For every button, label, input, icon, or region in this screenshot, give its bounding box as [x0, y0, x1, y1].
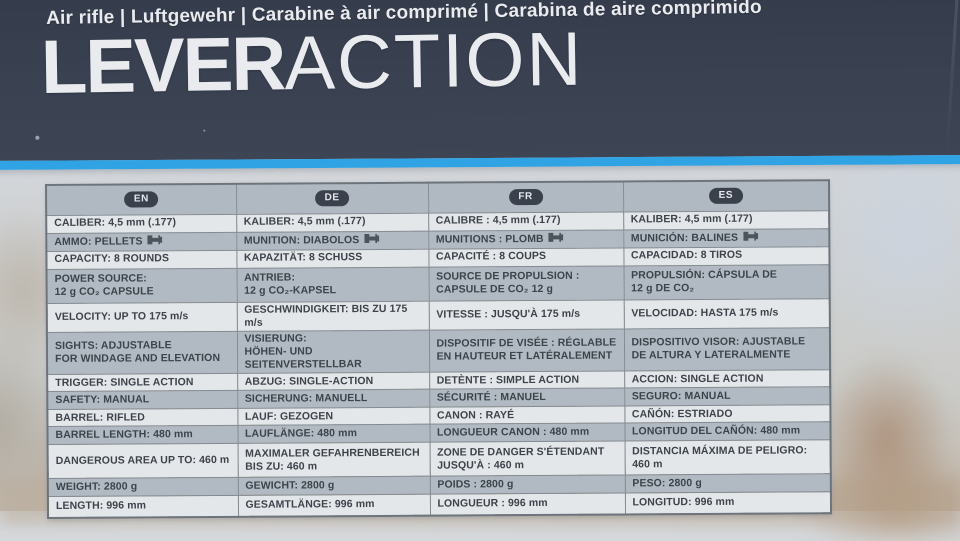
spec-cell: SAFETY: MANUAL: [47, 390, 238, 410]
table-row-ammo: AMMO: PELLETS MUNITION: DIABOLOS MUNITIO…: [46, 228, 830, 251]
spec-cell: DISPOSITIF DE VISÉE : RÉGLABLE EN HAUTEU…: [428, 328, 625, 373]
spec-cell: CALIBRE : 4,5 mm (.177): [428, 211, 624, 231]
spec-cell: DANGEROUS AREA UP TO: 460 m: [47, 443, 238, 479]
language-badge-fr: FR: [508, 189, 543, 206]
spec-cell: PROPULSIÓN: CÁPSULA DE 12 g DE CO₂: [623, 264, 830, 300]
spec-cell: WEIGHT: 2800 g: [47, 477, 238, 497]
language-badge-es: ES: [708, 187, 743, 205]
spec-cell: LONGUEUR : 996 mm: [429, 493, 626, 516]
spec-cell: MUNITIONS : PLOMB: [428, 229, 624, 249]
language-header-de: DE: [236, 182, 429, 214]
product-name-light: ACTION: [283, 16, 585, 107]
spec-cell: PESO: 2800 g: [624, 473, 831, 494]
spec-cell: VELOCIDAD: HASTA 175 m/s: [623, 298, 830, 329]
language-header-fr: FR: [427, 181, 624, 213]
language-header-es: ES: [622, 180, 830, 212]
table-row-length: LENGTH: 996 mm GESAMTLÄNGE: 996 mm LONGU…: [47, 491, 832, 518]
spec-cell: VISIERUNG: HÖHEN- UND SEITENVERSTELLBAR: [236, 329, 430, 374]
spec-cell: VELOCITY: UP TO 175 m/s: [46, 301, 237, 333]
spec-cell: LAUF: GEZOGEN: [237, 407, 430, 426]
spec-cell: SIGHTS: ADJUSTABLE FOR WINDAGE AND ELEVA…: [46, 331, 238, 375]
spec-cell: SÉCURITÉ : MANUEL: [429, 388, 625, 408]
spec-cell: SICHERUNG: MANUELL: [237, 389, 430, 409]
pellet-icon: [743, 231, 758, 241]
spec-cell: CANON : RAYÉ: [429, 406, 625, 425]
pellet-icon: [548, 232, 564, 242]
table-row-dangerous-area: DANGEROUS AREA UP TO: 460 m MAXIMALER GE…: [47, 439, 831, 479]
spec-cell: LONGITUD DEL CAÑÓN: 480 mm: [624, 421, 831, 442]
spec-cell: LENGTH: 996 mm: [47, 495, 239, 518]
headline-block: Air rifle | Luftgewehr | Carabine à air …: [40, 0, 927, 110]
spec-cell: CAPACIDAD: 8 TIROS: [623, 246, 830, 266]
spec-cell: ABZUG: SINGLE-ACTION: [237, 372, 430, 391]
spec-cell: CAPACITÉ : 8 COUPS: [428, 247, 624, 267]
spec-cell: DISTANCIA MÁXIMA DE PELIGRO: 460 m: [624, 439, 831, 476]
spec-cell: GESCHWINDIGKEIT: BIS ZU 175 m/s: [236, 300, 429, 332]
spec-cell: BARREL LENGTH: 480 mm: [47, 425, 238, 445]
table-row-velocity: VELOCITY: UP TO 175 m/s GESCHWINDIGKEIT:…: [46, 298, 830, 333]
spec-cell: KALIBER: 4,5 mm (.177): [236, 212, 429, 232]
spec-cell: DISPOSITIVO VISOR: AJUSTABLE DE ALTURA Y…: [623, 327, 831, 372]
spec-cell: LONGUEUR CANON : 480 mm: [429, 423, 625, 443]
pellet-icon: [364, 233, 380, 243]
spec-cell: CALIBER: 4,5 mm (.177): [46, 213, 237, 233]
spec-cell: SOURCE DE PROPULSION : CAPSULE DE CO₂ 12…: [428, 265, 624, 301]
language-header-en: EN: [46, 183, 237, 215]
spec-cell: LAUFLÄNGE: 480 mm: [237, 424, 430, 444]
table-row-power-source: POWER SOURCE: 12 g CO₂ CAPSULE ANTRIEB: …: [46, 264, 830, 303]
spec-cell: MUNICIÓN: BALINES: [623, 228, 830, 248]
spec-cell: ZONE DE DANGER S'ÉTENDANT JUSQU'À : 460 …: [429, 441, 625, 477]
product-name: LEVERACTION: [40, 16, 927, 111]
spec-cell: ACCION: SINGLE ACTION: [624, 369, 831, 389]
spec-cell: DETÈNTE : SIMPLE ACTION: [429, 371, 625, 390]
spec-cell: CAPACITY: 8 ROUNDS: [46, 249, 237, 269]
spec-cell: KALIBER: 4,5 mm (.177): [623, 210, 830, 230]
spec-table-wrap: EN DE FR ES CALIBER: 4,5 mm (.177) KALIB…: [45, 179, 833, 519]
spec-cell: KAPAZITÄT: 8 SCHUSS: [236, 248, 429, 268]
spec-cell: GESAMTLÄNGE: 996 mm: [237, 494, 431, 517]
spec-cell: VITESSE : JUSQU'À 175 m/s: [428, 299, 624, 330]
spec-cell: POIDS : 2800 g: [429, 475, 625, 495]
spec-cell: CAÑÓN: ESTRIADO: [624, 404, 831, 424]
spec-cell: TRIGGER: SINGLE ACTION: [47, 373, 238, 392]
spec-cell: GEWICHT: 2800 g: [237, 476, 430, 496]
language-header-row: EN DE FR ES: [46, 180, 830, 215]
panel-edge-glint: [945, 0, 960, 156]
spec-cell: MAXIMALER GEFAHRENBEREICH BIS ZU: 460 m: [237, 442, 430, 478]
spec-cell: ANTRIEB: 12 g CO₂-KAPSEL: [236, 266, 429, 302]
product-name-bold: LEVER: [40, 21, 285, 111]
pellet-icon: [147, 235, 163, 245]
spec-cell: MUNITION: DIABOLOS: [236, 230, 429, 250]
language-badge-en: EN: [124, 191, 159, 208]
language-badge-de: DE: [315, 190, 350, 207]
spec-cell: POWER SOURCE: 12 g CO₂ CAPSULE: [46, 267, 237, 303]
spec-cell: SEGURO: MANUAL: [624, 386, 831, 407]
spec-cell: BARREL: RIFLED: [47, 408, 238, 427]
spec-table: EN DE FR ES CALIBER: 4,5 mm (.177) KALIB…: [45, 179, 833, 519]
spec-cell: AMMO: PELLETS: [46, 231, 237, 251]
table-row-sights: SIGHTS: ADJUSTABLE FOR WINDAGE AND ELEVA…: [46, 327, 831, 375]
